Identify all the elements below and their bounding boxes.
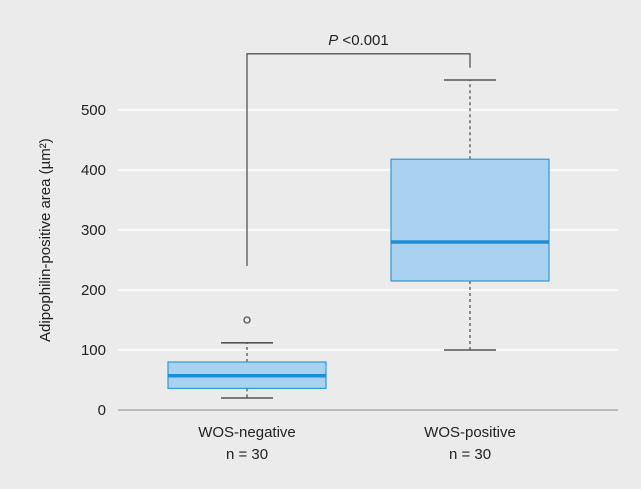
y-tick-label-200: 200 <box>81 282 106 299</box>
y-axis-label: Adipophilin-positive area (µm²) <box>37 138 54 342</box>
p-value-label: P <0.001 <box>328 32 388 49</box>
p-letter: P <box>328 32 338 49</box>
y-tick-label-0: 0 <box>98 402 106 419</box>
significance-bracket: P <0.001 <box>246 32 471 266</box>
bracket-line <box>246 53 471 266</box>
box-series <box>167 79 550 399</box>
p-value-text: <0.001 <box>338 32 388 49</box>
x-n-label-1: n = 30 <box>449 446 491 463</box>
x-category-label-1: WOS-positive <box>424 424 516 441</box>
y-tick-label-100: 100 <box>81 342 106 359</box>
x-category-labels: WOS-negative n = 30 WOS-positive n = 30 <box>198 424 516 463</box>
box-group-0 <box>167 316 327 399</box>
outlier-point-0 <box>243 316 251 324</box>
y-tick-label-500: 500 <box>81 102 106 119</box>
x-n-label-0: n = 30 <box>226 446 268 463</box>
y-tick-labels: 0 100 200 300 400 500 <box>81 102 106 419</box>
iqr-box <box>390 158 550 282</box>
x-category-label-0: WOS-negative <box>198 424 296 441</box>
box-group-1 <box>390 79 550 351</box>
y-tick-label-400: 400 <box>81 162 106 179</box>
y-tick-label-300: 300 <box>81 222 106 239</box>
